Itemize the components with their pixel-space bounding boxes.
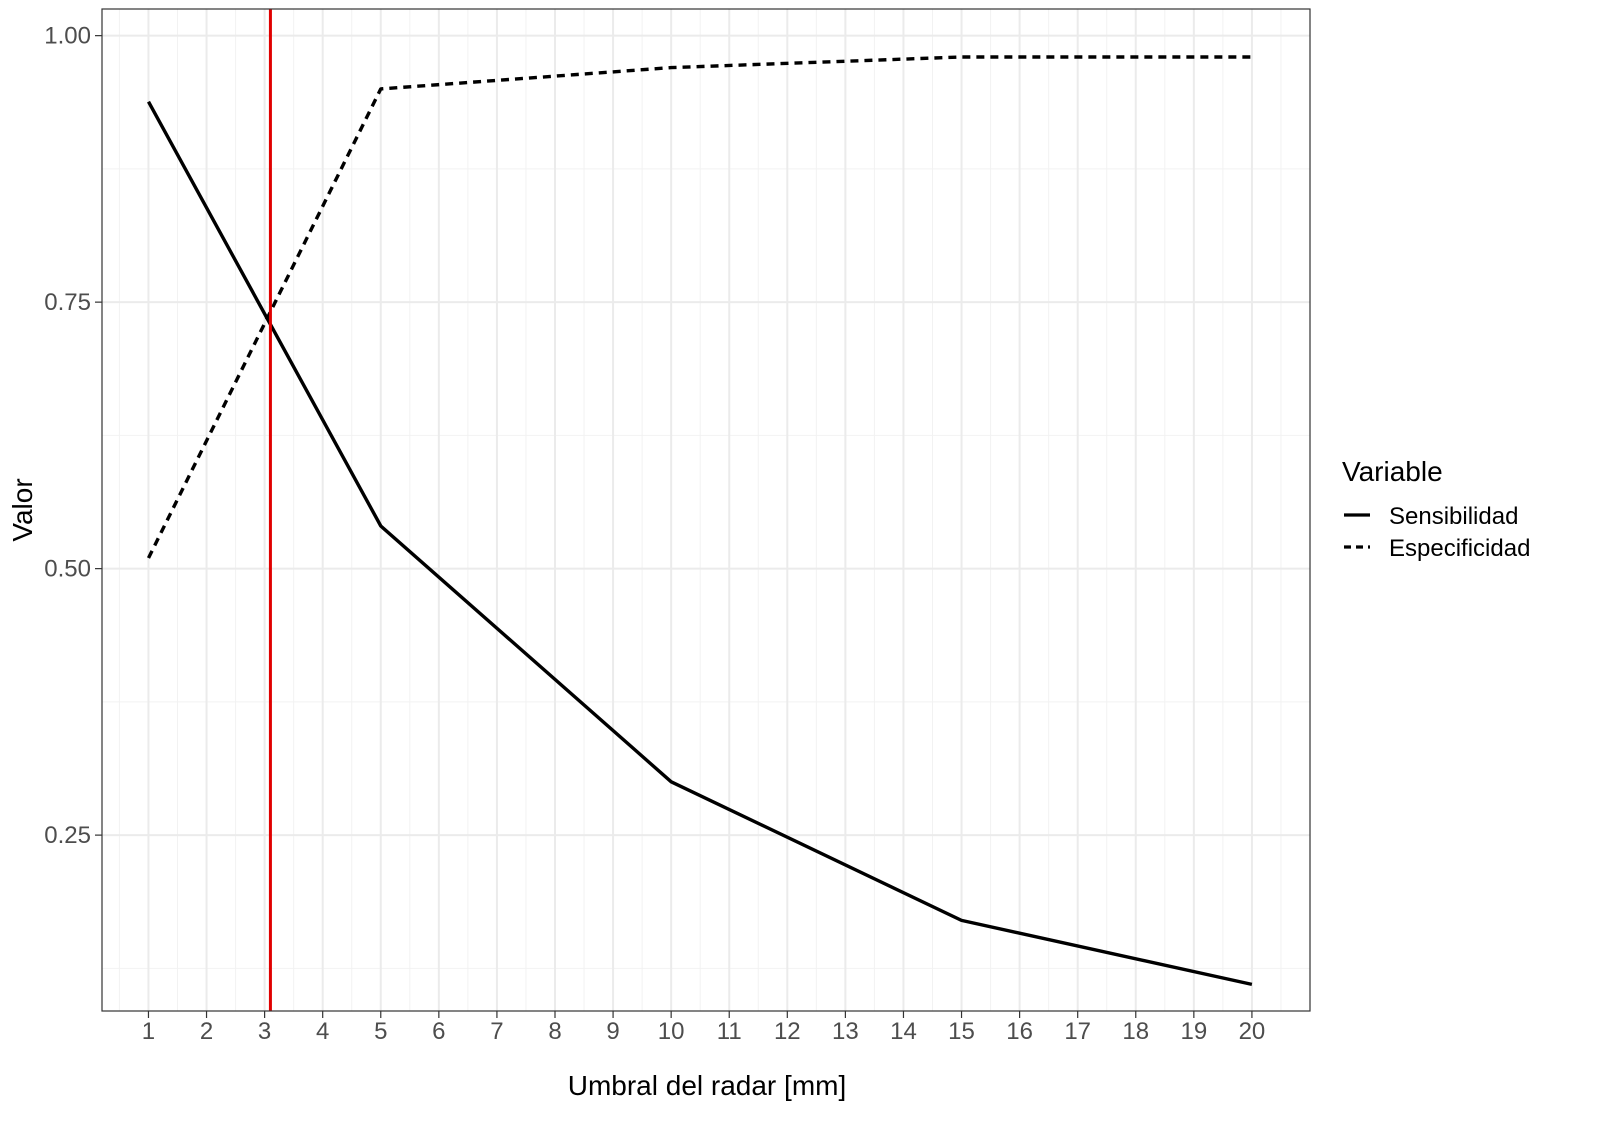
x-tick-label: 5 <box>374 1018 387 1045</box>
x-tick-label: 1 <box>142 1018 155 1045</box>
legend-label-sensibilidad: Sensibilidad <box>1389 503 1518 530</box>
y-tick-label: 0.75 <box>44 289 91 316</box>
x-tick-label: 11 <box>717 1018 742 1045</box>
x-tick-label: 12 <box>774 1018 801 1045</box>
y-tick-label: 0.25 <box>44 822 91 849</box>
x-tick-label: 2 <box>200 1018 213 1045</box>
x-tick-label: 20 <box>1239 1018 1266 1045</box>
x-tick-label: 7 <box>490 1018 503 1045</box>
panel-background <box>102 9 1310 1011</box>
y-tick-label: 0.50 <box>44 556 91 583</box>
legend: Variable Sensibilidad Especificidad <box>1342 456 1530 562</box>
y-axis-title: Valor <box>7 478 38 541</box>
series-lines <box>146 55 1253 987</box>
x-axis: 1 2 3 4 5 6 7 8 9 10 11 12 13 14 15 16 17 18 19 20 <box>142 1011 1265 1045</box>
x-tick-label: 19 <box>1180 1018 1207 1045</box>
legend-label-especificidad: Especificidad <box>1389 535 1530 562</box>
x-tick-label: 10 <box>658 1018 685 1045</box>
x-tick-label: 17 <box>1064 1018 1091 1045</box>
x-tick-label: 15 <box>948 1018 975 1045</box>
grid <box>102 9 1310 1011</box>
legend-title: Variable <box>1342 456 1443 487</box>
panel-border <box>101 8 1311 1012</box>
x-tick-label: 4 <box>316 1018 329 1045</box>
x-tick-label: 8 <box>548 1018 561 1045</box>
x-tick-label: 9 <box>606 1018 619 1045</box>
series-line-especificidad <box>146 55 1252 559</box>
x-tick-label: 18 <box>1122 1018 1149 1045</box>
x-axis-title: Umbral del radar [mm] <box>568 1070 847 1101</box>
x-tick-label: 3 <box>258 1018 271 1045</box>
series-line-sensibilidad <box>147 100 1253 987</box>
y-tick-label: 1.00 <box>44 23 91 50</box>
x-tick-label: 16 <box>1006 1018 1033 1045</box>
x-tick-label: 6 <box>432 1018 445 1045</box>
x-tick-label: 13 <box>832 1018 859 1045</box>
y-axis: 0.25 0.50 0.75 1.00 <box>44 23 102 849</box>
x-tick-label: 14 <box>890 1018 917 1045</box>
